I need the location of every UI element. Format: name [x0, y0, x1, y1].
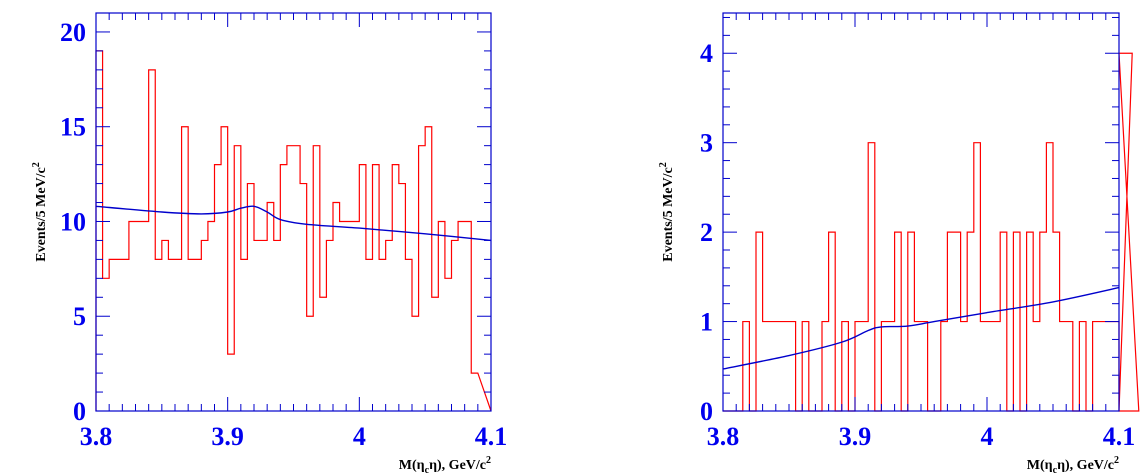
x-label-rest: η), GeV/c	[429, 458, 486, 473]
y-tick-label: 4	[700, 39, 713, 68]
fit-curve	[722, 286, 1120, 370]
x-tick-label: 3.9	[211, 422, 244, 451]
plot-frame	[722, 12, 1120, 412]
x-label-sup: 2	[486, 455, 491, 466]
x-tick-label: 3.8	[80, 422, 113, 451]
x-tick-label: 4.1	[475, 422, 508, 451]
x-label-sub: c	[425, 465, 430, 475]
x-label-main: M(η	[1027, 458, 1053, 473]
y-label-sup: 2	[658, 162, 669, 167]
y-tick-label: 2	[700, 218, 713, 247]
y-label-main: Events/5 MeV/c	[661, 167, 676, 261]
x-label-main: M(η	[399, 458, 425, 473]
x-axis-label: M(ηcη), GeV/c2	[399, 455, 491, 475]
y-tick-label: 10	[60, 207, 86, 236]
x-label-sup: 2	[1114, 455, 1119, 466]
y-axis-label: Events/5 MeV/c2	[31, 162, 49, 261]
x-tick-label: 3.9	[839, 422, 872, 451]
fit-curve	[95, 205, 492, 242]
histogram-series	[95, 50, 492, 412]
y-tick-label: 0	[700, 397, 713, 426]
x-label-rest: η), GeV/c	[1057, 458, 1114, 473]
y-label-sup: 2	[31, 162, 42, 167]
x-tick-label: 4	[353, 422, 366, 451]
x-tick-label: 4	[981, 422, 994, 451]
y-tick-label: 3	[700, 129, 713, 158]
histogram-series	[723, 52, 1140, 412]
y-axis-label: Events/5 MeV/c2	[658, 162, 676, 261]
x-axis-label: M(ηcη), GeV/c2	[1027, 455, 1119, 475]
y-tick-label: 20	[60, 18, 86, 47]
y-tick-label: 0	[73, 397, 86, 426]
y-tick-label: 15	[60, 113, 86, 142]
y-tick-label: 1	[700, 308, 713, 337]
y-tick-label: 5	[73, 302, 86, 331]
x-label-sub: c	[1053, 465, 1058, 475]
x-tick-label: 4.1	[1103, 422, 1136, 451]
y-label-main: Events/5 MeV/c	[34, 167, 49, 261]
x-tick-label: 3.8	[707, 422, 740, 451]
